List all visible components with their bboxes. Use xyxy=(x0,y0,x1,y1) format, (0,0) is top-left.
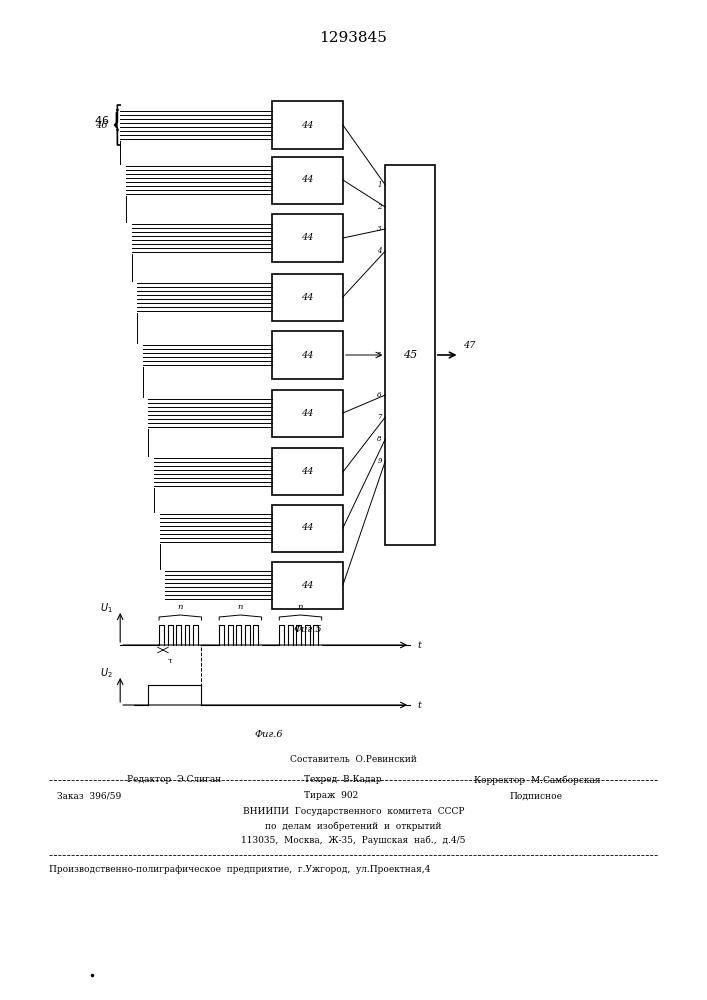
FancyBboxPatch shape xyxy=(272,214,343,261)
Text: 46: 46 xyxy=(95,120,107,129)
Text: Заказ  396/59: Заказ 396/59 xyxy=(57,792,121,800)
FancyBboxPatch shape xyxy=(272,156,343,204)
Text: 44: 44 xyxy=(301,292,314,302)
Text: Тираж  902: Тираж 902 xyxy=(304,792,358,800)
Text: t: t xyxy=(417,641,421,650)
Text: t: t xyxy=(417,700,421,710)
Text: 44: 44 xyxy=(301,524,314,532)
Text: Производственно-полиграфическое  предприятие,  г.Ужгород,  ул.Проектная,4: Производственно-полиграфическое предприя… xyxy=(49,865,431,874)
Text: 4: 4 xyxy=(378,247,382,255)
FancyBboxPatch shape xyxy=(272,562,343,608)
Text: n: n xyxy=(177,603,183,611)
Text: 44: 44 xyxy=(301,580,314,589)
FancyBboxPatch shape xyxy=(272,273,343,320)
Text: 44: 44 xyxy=(301,351,314,360)
Text: 3: 3 xyxy=(378,225,382,233)
FancyBboxPatch shape xyxy=(272,331,343,378)
Text: 6: 6 xyxy=(378,391,382,399)
Text: 44: 44 xyxy=(301,233,314,242)
Text: $U_2$: $U_2$ xyxy=(100,666,112,680)
Text: 44: 44 xyxy=(301,120,314,129)
Text: 1: 1 xyxy=(378,181,382,189)
Text: Редактор  Э.Слиган: Редактор Э.Слиган xyxy=(127,776,221,784)
Text: 8: 8 xyxy=(378,435,382,443)
Text: ВНИИПИ  Государственного  комитета  СССР: ВНИИПИ Государственного комитета СССР xyxy=(243,808,464,816)
Text: Корректор  М.Самборская: Корректор М.Самборская xyxy=(474,775,600,785)
Text: n: n xyxy=(238,603,243,611)
Text: по  делам  изобретений  и  открытий: по делам изобретений и открытий xyxy=(265,821,442,831)
Text: 45: 45 xyxy=(403,350,417,360)
Text: 113035,  Москва,  Ж-35,  Раушская  наб.,  д.4/5: 113035, Москва, Ж-35, Раушская наб., д.4… xyxy=(241,835,466,845)
Text: $\it{46}$: $\it{46}$ xyxy=(94,114,110,126)
Text: Фиг.5: Фиг.5 xyxy=(293,625,322,634)
Text: Техред  В.Кадар: Техред В.Кадар xyxy=(304,776,382,784)
Text: τ: τ xyxy=(168,657,172,665)
Text: 44: 44 xyxy=(301,408,314,418)
FancyBboxPatch shape xyxy=(385,165,435,545)
FancyBboxPatch shape xyxy=(272,101,343,148)
FancyBboxPatch shape xyxy=(272,448,343,495)
Text: Фиг.6: Фиг.6 xyxy=(255,730,283,739)
Text: 5: 5 xyxy=(378,351,382,359)
FancyBboxPatch shape xyxy=(272,389,343,436)
Text: 44: 44 xyxy=(301,468,314,477)
Text: Составитель  О.Ревинский: Составитель О.Ревинский xyxy=(290,756,417,764)
Text: 1293845: 1293845 xyxy=(320,31,387,45)
Text: 2: 2 xyxy=(378,203,382,211)
Text: 7: 7 xyxy=(378,413,382,421)
Text: Подписное: Подписное xyxy=(509,792,562,800)
Text: n: n xyxy=(298,603,303,611)
Text: $U_1$: $U_1$ xyxy=(100,601,112,615)
Text: 44: 44 xyxy=(301,176,314,184)
Text: 9: 9 xyxy=(378,457,382,465)
Text: 47: 47 xyxy=(463,341,476,350)
FancyBboxPatch shape xyxy=(272,505,343,552)
